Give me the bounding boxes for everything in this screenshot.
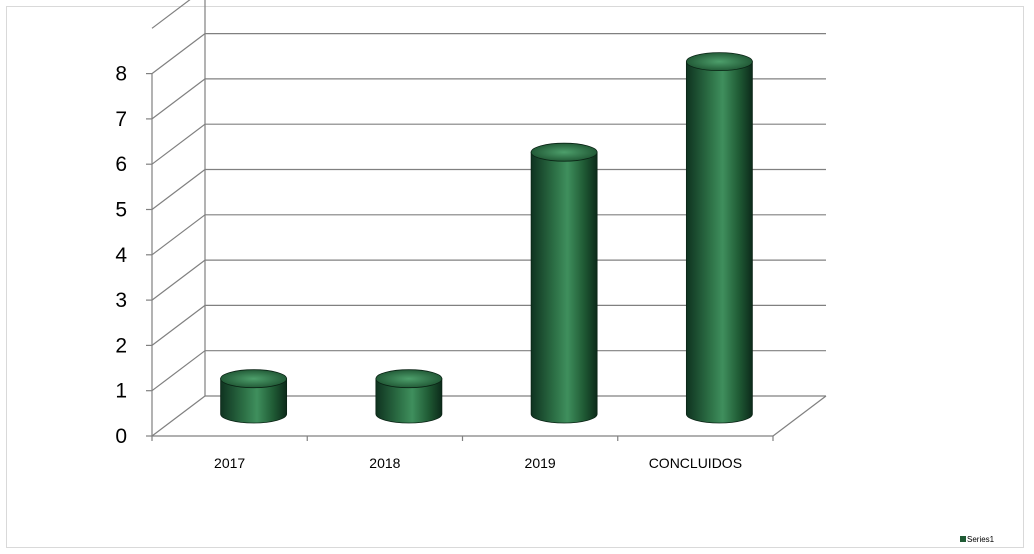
bar-top [530,142,598,162]
bar-body [530,151,598,424]
bar-2017 [220,369,288,424]
y-tick-label: 8 [115,63,127,86]
x-tick-label: CONCLUIDOS [649,455,742,471]
y-tick-label: 5 [115,199,127,222]
bars [220,52,753,424]
x-tick-label: 2019 [525,455,556,471]
side-gridline [151,0,191,29]
side-gridline [151,169,206,210]
floor-edge [772,395,827,437]
legend: Series1 [960,535,995,544]
y-tick-label: 6 [115,153,127,176]
bar-2018 [375,369,443,424]
chart-frame [6,6,1024,548]
side-gridline [151,78,206,120]
x-tick-labels: 2017 2018 2019 CONCLUIDOS [214,455,742,471]
y-tick-labels: 0 1 2 3 4 5 6 7 8 [115,63,127,448]
x-tick-label: 2018 [369,455,400,471]
side-gridline [151,304,206,346]
y-tick-label: 3 [115,289,127,312]
y-tick-label: 7 [115,108,127,131]
y-tick-label: 1 [115,380,127,403]
bar-top [220,369,288,389]
legend-label: Series1 [967,535,995,544]
bar-body [375,378,443,424]
side-gridline [151,33,206,75]
bar-concluidos [685,52,753,424]
x-tick-label: 2017 [214,455,245,471]
side-gridline [151,123,206,165]
y-tick-label: 2 [115,334,127,357]
bar-top [685,52,753,71]
bar-2019 [530,142,598,424]
legend-swatch [960,536,966,542]
bar-top [375,369,443,389]
bar-body [685,61,753,424]
y-tick-label: 4 [115,244,127,267]
side-gridline [151,259,206,301]
bar-body [220,378,288,424]
y-tick-label: 0 [115,425,127,448]
side-gridline [151,214,206,256]
axes [146,0,827,441]
side-gridline [151,395,206,437]
side-gridline [151,350,206,392]
